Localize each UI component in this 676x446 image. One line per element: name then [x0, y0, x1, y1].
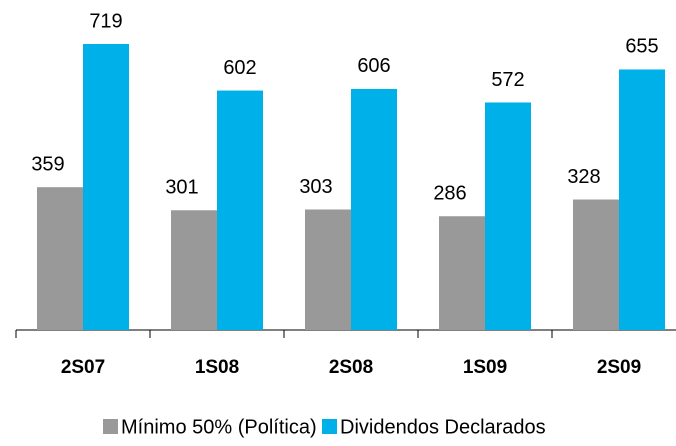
- x-tick-label: 1S08: [195, 357, 239, 378]
- bar: [573, 199, 619, 330]
- bar: [171, 210, 217, 330]
- bar: [351, 88, 397, 330]
- data-label: 328: [567, 166, 600, 188]
- data-label: 606: [357, 55, 390, 77]
- data-label: 655: [625, 36, 658, 58]
- legend-swatch: [322, 419, 337, 434]
- data-label: 286: [433, 183, 466, 205]
- data-label: 301: [165, 177, 198, 199]
- x-tick-label: 2S07: [61, 357, 105, 378]
- bar: [83, 44, 129, 330]
- data-label: 303: [299, 176, 332, 198]
- data-label: 359: [31, 153, 64, 175]
- bar: [305, 209, 351, 330]
- x-tick-label: 2S09: [597, 357, 641, 378]
- data-label: 719: [89, 10, 122, 32]
- bar: [217, 90, 263, 330]
- bar: [439, 216, 485, 330]
- bar: [37, 187, 83, 330]
- legend-label: Dividendos Declarados: [340, 416, 546, 438]
- x-tick-label: 1S09: [463, 357, 507, 378]
- legend-swatch: [103, 419, 118, 434]
- data-label: 572: [491, 69, 524, 91]
- bar: [619, 69, 665, 330]
- legend-label: Mínimo 50% (Política): [121, 416, 317, 438]
- bar: [485, 102, 531, 331]
- data-label: 602: [223, 57, 256, 79]
- x-tick-label: 2S08: [329, 357, 373, 378]
